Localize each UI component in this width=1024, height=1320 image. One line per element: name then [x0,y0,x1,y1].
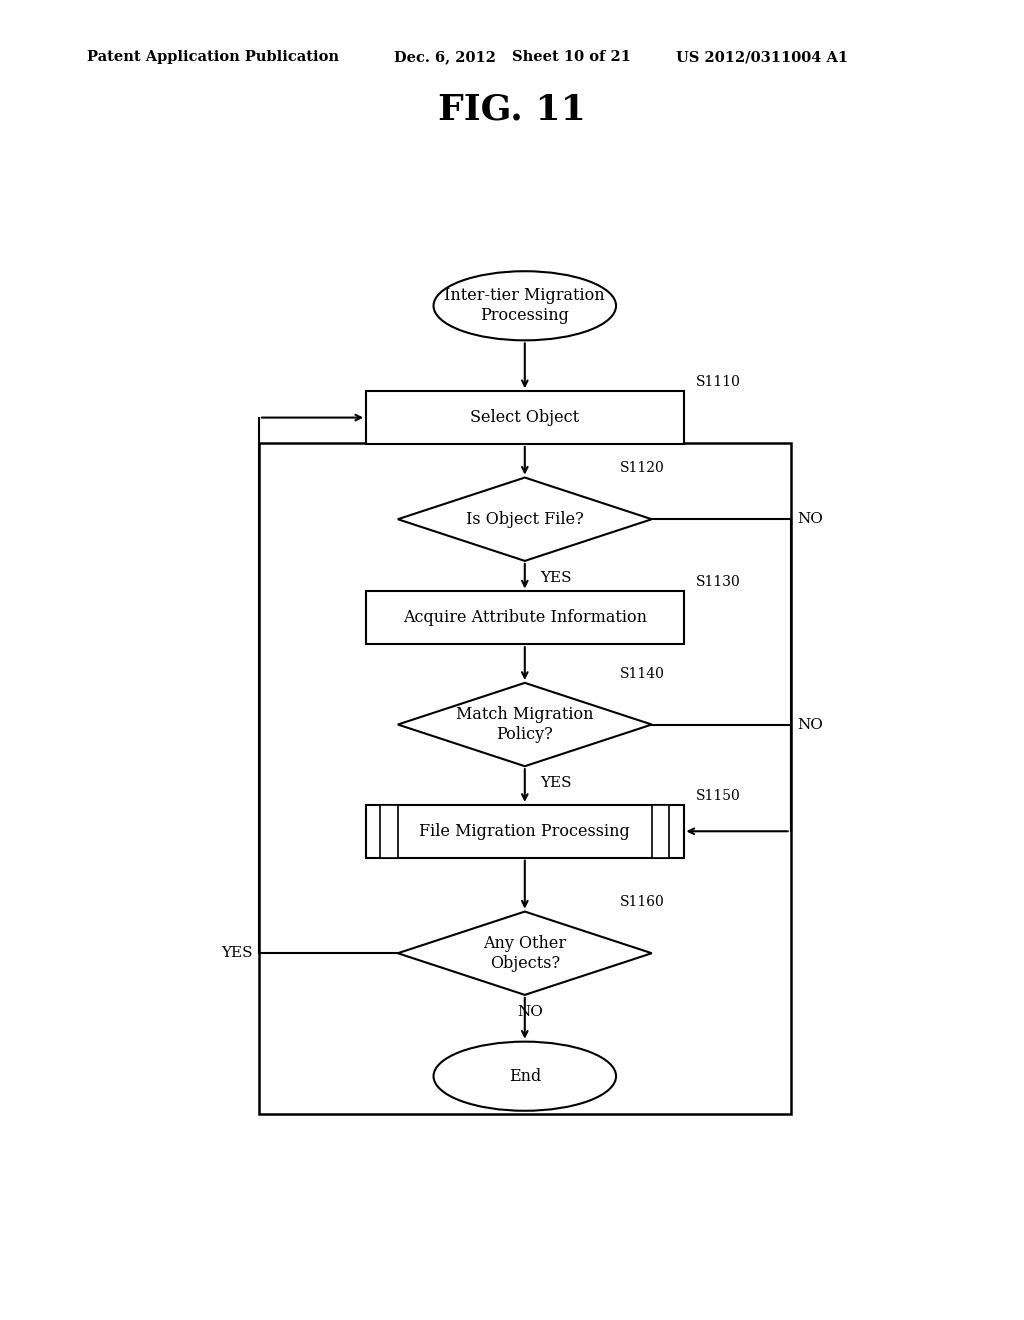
Text: YES: YES [541,776,572,791]
Bar [367,805,684,858]
Text: YES: YES [541,572,572,585]
Text: Select Object: Select Object [470,409,580,426]
Text: YES: YES [221,946,253,960]
Text: S1160: S1160 [620,895,665,909]
Text: Any Other
Objects?: Any Other Objects? [483,935,566,972]
Text: Patent Application Publication: Patent Application Publication [87,50,339,65]
Text: NO: NO [797,718,823,731]
Bar [380,805,397,858]
Text: S1120: S1120 [620,462,665,475]
Text: Is Object File?: Is Object File? [466,511,584,528]
Polygon shape [397,912,652,995]
Bar [367,591,684,644]
Text: S1110: S1110 [695,375,740,389]
Bar [651,805,670,858]
Text: File Migration Processing: File Migration Processing [420,822,630,840]
Text: US 2012/0311004 A1: US 2012/0311004 A1 [676,50,848,65]
Text: End: End [509,1068,541,1085]
Text: Inter-tier Migration
Processing: Inter-tier Migration Processing [444,288,605,325]
Text: S1150: S1150 [695,789,740,803]
Text: FIG. 11: FIG. 11 [438,92,586,127]
Text: NO: NO [797,512,823,527]
Bar [259,444,791,1114]
Polygon shape [397,478,652,561]
Text: Acquire Attribute Information: Acquire Attribute Information [402,610,647,626]
Text: S1140: S1140 [620,667,665,681]
Polygon shape [397,682,652,766]
Text: S1130: S1130 [695,576,740,589]
Bar [367,391,684,444]
Text: NO: NO [517,1005,543,1019]
Text: Match Migration
Policy?: Match Migration Policy? [456,706,594,743]
Text: Dec. 6, 2012: Dec. 6, 2012 [394,50,497,65]
Text: Sheet 10 of 21: Sheet 10 of 21 [512,50,631,65]
